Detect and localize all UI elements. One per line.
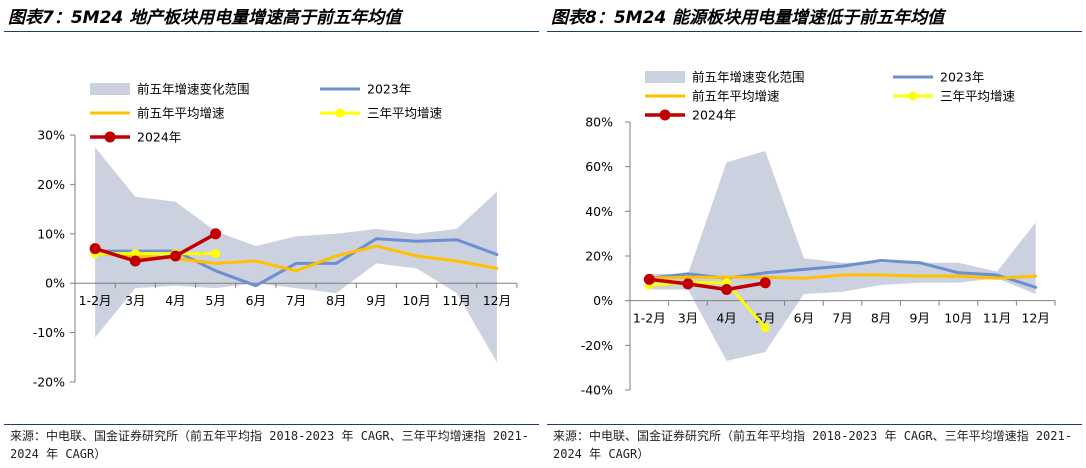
- series-point: [89, 243, 101, 255]
- x-tick-label: 11月: [443, 293, 471, 308]
- series-point: [682, 278, 694, 290]
- y-tick-label: 0%: [45, 276, 65, 291]
- range-band-area: [95, 147, 497, 363]
- legend-swatch-marker: [908, 91, 918, 101]
- x-tick-label: 11月: [983, 311, 1011, 326]
- legend-label: 2024年: [692, 108, 736, 123]
- y-tick-label: -20%: [33, 375, 65, 390]
- series-point: [760, 323, 770, 332]
- chart-panel-left: 图表7：5M24 地产板块用电量增速高于前五年均值 -20% -10% 0% 10% 2…: [4, 8, 539, 461]
- y-tick-label: 40%: [585, 204, 613, 219]
- legend-label: 2023年: [940, 70, 984, 85]
- legend-swatch-marker: [335, 108, 345, 118]
- series-line: [93, 232, 218, 263]
- footer-rule-right: [547, 424, 1082, 425]
- legend-label: 三年平均增速: [367, 106, 443, 121]
- legend-swatch-marker: [104, 131, 116, 143]
- x-tick-label: 7月: [832, 311, 852, 326]
- series-line: [93, 237, 499, 288]
- x-tick-label: 7月: [286, 293, 306, 308]
- series-point: [759, 277, 771, 289]
- y-tick-label: 0%: [593, 293, 613, 308]
- x-tick-label: 1-2月: [633, 311, 666, 326]
- y-tick-label: -40%: [581, 383, 613, 398]
- legend-swatch-band: [90, 83, 130, 95]
- series-line: [647, 277, 767, 292]
- x-tick-label: 6月: [794, 311, 814, 326]
- source-note-right: 来源：中电联、国金证券研究所（前五年平均指 2018-2023 年 CAGR、三…: [553, 429, 1072, 461]
- y-tick-label: 30%: [37, 128, 65, 143]
- y-tick-label: -10%: [33, 325, 65, 340]
- x-tick-label: 5月: [205, 293, 225, 308]
- x-tick-label: 8月: [326, 293, 346, 308]
- y-tick-label: 20%: [37, 177, 65, 192]
- series-point: [170, 250, 181, 262]
- legend-swatch-marker: [659, 109, 671, 121]
- x-tick-label: 4月: [716, 311, 736, 326]
- panel-title-right: 图表8：5M24 能源板块用电量增速低于前五年均值: [551, 8, 945, 28]
- legend-label: 前五年增速变化范围: [137, 82, 250, 97]
- x-tick-label: 6月: [246, 293, 266, 308]
- series-point: [130, 249, 140, 259]
- x-tick-label: 12月: [483, 293, 511, 308]
- source-note-left: 来源：中电联、国金证券研究所（前五年平均指 2018-2023 年 CAGR、三…: [10, 429, 529, 461]
- x-tick-label: 10月: [402, 293, 430, 308]
- line-chart-left: -20% -10% 0% 10% 20% 30% 1-2月 3月 4月 5月 6月 7月 8月 9月 10月…: [33, 82, 518, 390]
- y-tick-label: 60%: [585, 159, 613, 174]
- line-chart-right: -40%-20%0%20%40%60%80%1-2月 3月 4月 5月 6月 7月 8月 9月…: [581, 70, 1056, 398]
- legend-label: 前五年增速变化范围: [692, 70, 805, 85]
- y-tick-label: 20%: [585, 249, 613, 264]
- x-tick-label: 3月: [678, 311, 698, 326]
- x-tick-label: 8月: [871, 311, 891, 326]
- title-rule-left: [4, 31, 539, 32]
- range-band-area: [649, 151, 1036, 361]
- legend-label: 前五年平均增速: [137, 106, 225, 121]
- x-tick-label: 9月: [910, 311, 930, 326]
- series-point: [210, 228, 222, 240]
- y-tick-label: 80%: [585, 115, 613, 130]
- legend-label: 2023年: [367, 82, 411, 97]
- series-point: [643, 273, 655, 285]
- footer-rule-left: [4, 424, 539, 425]
- series-line: [647, 273, 1038, 280]
- y-tick-label: 10%: [37, 226, 65, 241]
- x-tick-label: 10月: [944, 311, 972, 326]
- x-tick-label: 12月: [1021, 311, 1049, 326]
- x-tick-label: 4月: [165, 293, 185, 308]
- series-point: [211, 249, 221, 259]
- series-line: [647, 281, 767, 329]
- panel-title-left: 图表7：5M24 地产板块用电量增速高于前五年均值: [8, 8, 402, 28]
- series-point: [721, 284, 733, 295]
- legend-label: 2024年: [137, 130, 181, 145]
- legend-label: 前五年平均增速: [692, 89, 780, 104]
- title-rule-right: [547, 31, 1082, 32]
- series-point: [129, 255, 141, 267]
- y-tick-label: -20%: [581, 338, 613, 353]
- legend-swatch-band: [645, 71, 685, 83]
- legend-label: 三年平均增速: [940, 89, 1016, 104]
- x-tick-label: 9月: [366, 293, 386, 308]
- x-tick-label: 1-2月: [79, 293, 112, 308]
- chart-panel-right: 图表8：5M24 能源板块用电量增速低于前五年均值 -40% -20% 0% 20% 4…: [543, 0, 1086, 468]
- x-tick-label: 3月: [125, 293, 145, 308]
